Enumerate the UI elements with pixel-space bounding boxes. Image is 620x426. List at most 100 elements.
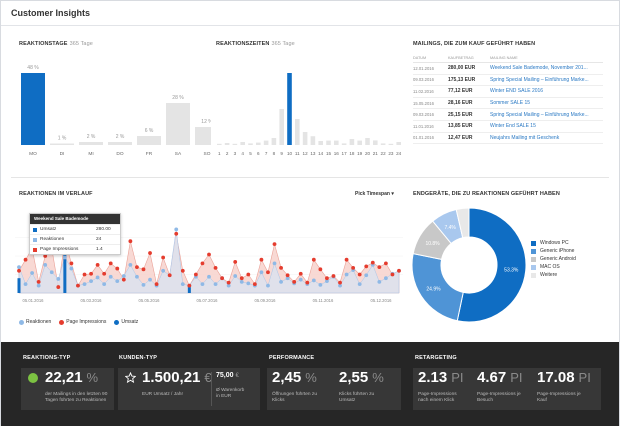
retargeting-purchase-unit: PI	[578, 370, 591, 385]
legend-item[interactable]: Umsatz	[114, 319, 138, 325]
performance-click-caption-line2: Umsatz	[339, 398, 356, 403]
mailing-name-link[interactable]: Spring Special Mailing – Einführung Mark…	[490, 111, 589, 118]
page-impressions-point	[161, 255, 166, 260]
weekday-axis-label: DO	[116, 151, 123, 157]
weekday-bar	[79, 142, 103, 145]
reaktionstyp-unit: %	[86, 370, 99, 385]
page-impressions-point	[174, 231, 179, 236]
hour-axis-label: 15	[326, 151, 332, 156]
reaktionen-point	[82, 282, 87, 287]
reaktionen-point	[285, 276, 290, 281]
mailing-amount: 12,47 EUR	[448, 134, 473, 141]
page-impressions-point	[121, 277, 126, 282]
hour-bar	[396, 142, 401, 145]
mailing-name-link[interactable]: Spring Special Mailing – Einführung Mark…	[490, 76, 589, 83]
reaktionen-point	[298, 277, 303, 282]
retargeting-click-value: 2.13 PI	[418, 369, 464, 386]
reaktionstyp-caption: der Mailings in den letzten 90 Tagen führ…	[45, 392, 107, 404]
mailing-name-link[interactable]: Winter End SALE 15	[490, 123, 536, 130]
weekday-axis-label: SA	[175, 151, 182, 157]
reaktionen-point	[357, 282, 362, 287]
tooltip-label: Reaktionen	[40, 237, 65, 242]
donut-slice	[411, 253, 464, 322]
caret-down-icon: ▾	[391, 191, 394, 197]
reaktionen-point	[23, 282, 28, 287]
mailing-date: 09.03.2016	[413, 77, 434, 83]
page-impressions-point	[69, 261, 74, 266]
performance-open-caption-line1: Öffnungen führten zu	[272, 392, 317, 397]
hour-axis-label: 4	[241, 151, 244, 156]
donut-legend-swatch	[531, 240, 536, 246]
warenkorb-value: 75,00 €	[216, 372, 239, 379]
hour-axis-label: 8	[273, 151, 276, 156]
weekday-bar-value-label: 12 %	[201, 119, 211, 125]
tooltip-color-swatch	[33, 237, 37, 242]
mailing-name-link[interactable]: Sommer SALE 15	[490, 100, 531, 107]
hour-axis-label: 21	[373, 151, 379, 156]
reaktionen-point	[30, 271, 35, 275]
tooltip-color-swatch	[33, 227, 37, 232]
verlauf-chart: 05.01.2016 05.03.2016 05.05.2016 05.07.2016…	[15, 227, 403, 303]
page-impressions-point	[167, 273, 172, 278]
weekday-bar	[166, 103, 190, 145]
hour-bar	[310, 136, 316, 145]
endgeraete-legend: Windows PC Generic iPhone Generic Android M…	[531, 239, 576, 279]
mailing-name-link[interactable]: Neujahrs Mailing mit Geschenk	[490, 134, 560, 141]
page-impressions-point	[325, 276, 329, 281]
status-dot-icon	[28, 373, 38, 383]
page-impressions-point	[351, 265, 356, 270]
page-impressions-point	[292, 280, 297, 284]
warenkorb-caption-line1: Ø Warenkorb	[216, 388, 245, 393]
hour-bar	[326, 140, 331, 145]
weekday-bar-value-label: 48 %	[27, 65, 39, 71]
kundentyp-caption: EUR Umsatz / Jahr	[142, 392, 184, 397]
tooltip-label: Umsatz	[40, 227, 57, 232]
reaktionszeiten-title: REAKTIONSZEITEN 365 Tage	[216, 41, 295, 47]
legend-item[interactable]: Page Impressions	[59, 319, 106, 325]
retargeting-purchase-number: 17.08	[537, 369, 575, 386]
hour-axis-label: 14	[318, 151, 324, 156]
reaktionen-point	[95, 275, 100, 280]
retargeting-purchase-value: 17.08 PI	[537, 369, 591, 386]
page-impressions-point	[148, 251, 152, 255]
weekday-bar-value-label: 6 %	[145, 128, 154, 134]
reaktionen-point	[383, 276, 388, 281]
weekday-axis-label: MO	[29, 151, 37, 157]
reaktionen-point	[102, 282, 107, 287]
donut-legend-item[interactable]: Generic Android	[531, 255, 576, 263]
page-impressions-point	[36, 280, 41, 284]
hour-bar	[357, 140, 362, 145]
donut-legend-item[interactable]: Generic iPhone	[531, 247, 576, 255]
reaktionen-point	[246, 281, 251, 286]
legend-label: Reaktionen	[26, 319, 52, 325]
mailing-row: 09.03.2016 175,13 EUR Spring Special Maili…	[413, 75, 603, 87]
weekday-bar-value-label: 2 %	[116, 134, 125, 140]
page-impressions-point	[377, 265, 382, 269]
donut-legend-item[interactable]: Weitere	[531, 271, 576, 279]
legend-item[interactable]: Reaktionen	[19, 319, 51, 325]
donut-legend-swatch	[531, 256, 536, 262]
page-impressions-point	[154, 282, 159, 287]
donut-legend-item[interactable]: MAC OS	[531, 263, 576, 271]
mailing-date: 11.01.2016	[413, 123, 434, 129]
donut-legend-item[interactable]: Windows PC	[531, 239, 576, 247]
mailing-name-link[interactable]: Weekend Sale Bademode, November 201...	[490, 65, 588, 72]
reaktionen-point	[128, 262, 133, 267]
reaktionen-point	[108, 274, 113, 279]
hour-bar	[373, 140, 378, 145]
star-icon	[125, 372, 136, 383]
reaktionen-point	[325, 279, 329, 284]
donut-legend-label: Weitere	[540, 272, 558, 278]
pick-timespan-button[interactable]: Pick Timespan ▾	[355, 191, 394, 197]
page-impressions-point	[272, 242, 277, 247]
mailing-name-link[interactable]: Winter END SALE 2016	[490, 88, 544, 95]
hour-axis-label: 16	[334, 151, 340, 156]
hour-axis-label: 12	[303, 151, 309, 156]
warenkorb-unit: €	[235, 373, 239, 379]
page-impressions-point	[128, 239, 133, 244]
mailings-title: MAILINGS, DIE ZUM KAUF GEFÜHRT HABEN	[413, 41, 536, 47]
page-impressions-point	[193, 272, 198, 277]
tooltip-row: Umsatz 280.00	[30, 224, 120, 234]
mailing-date: 12.01.2016	[413, 65, 434, 71]
hour-bar	[349, 139, 355, 145]
